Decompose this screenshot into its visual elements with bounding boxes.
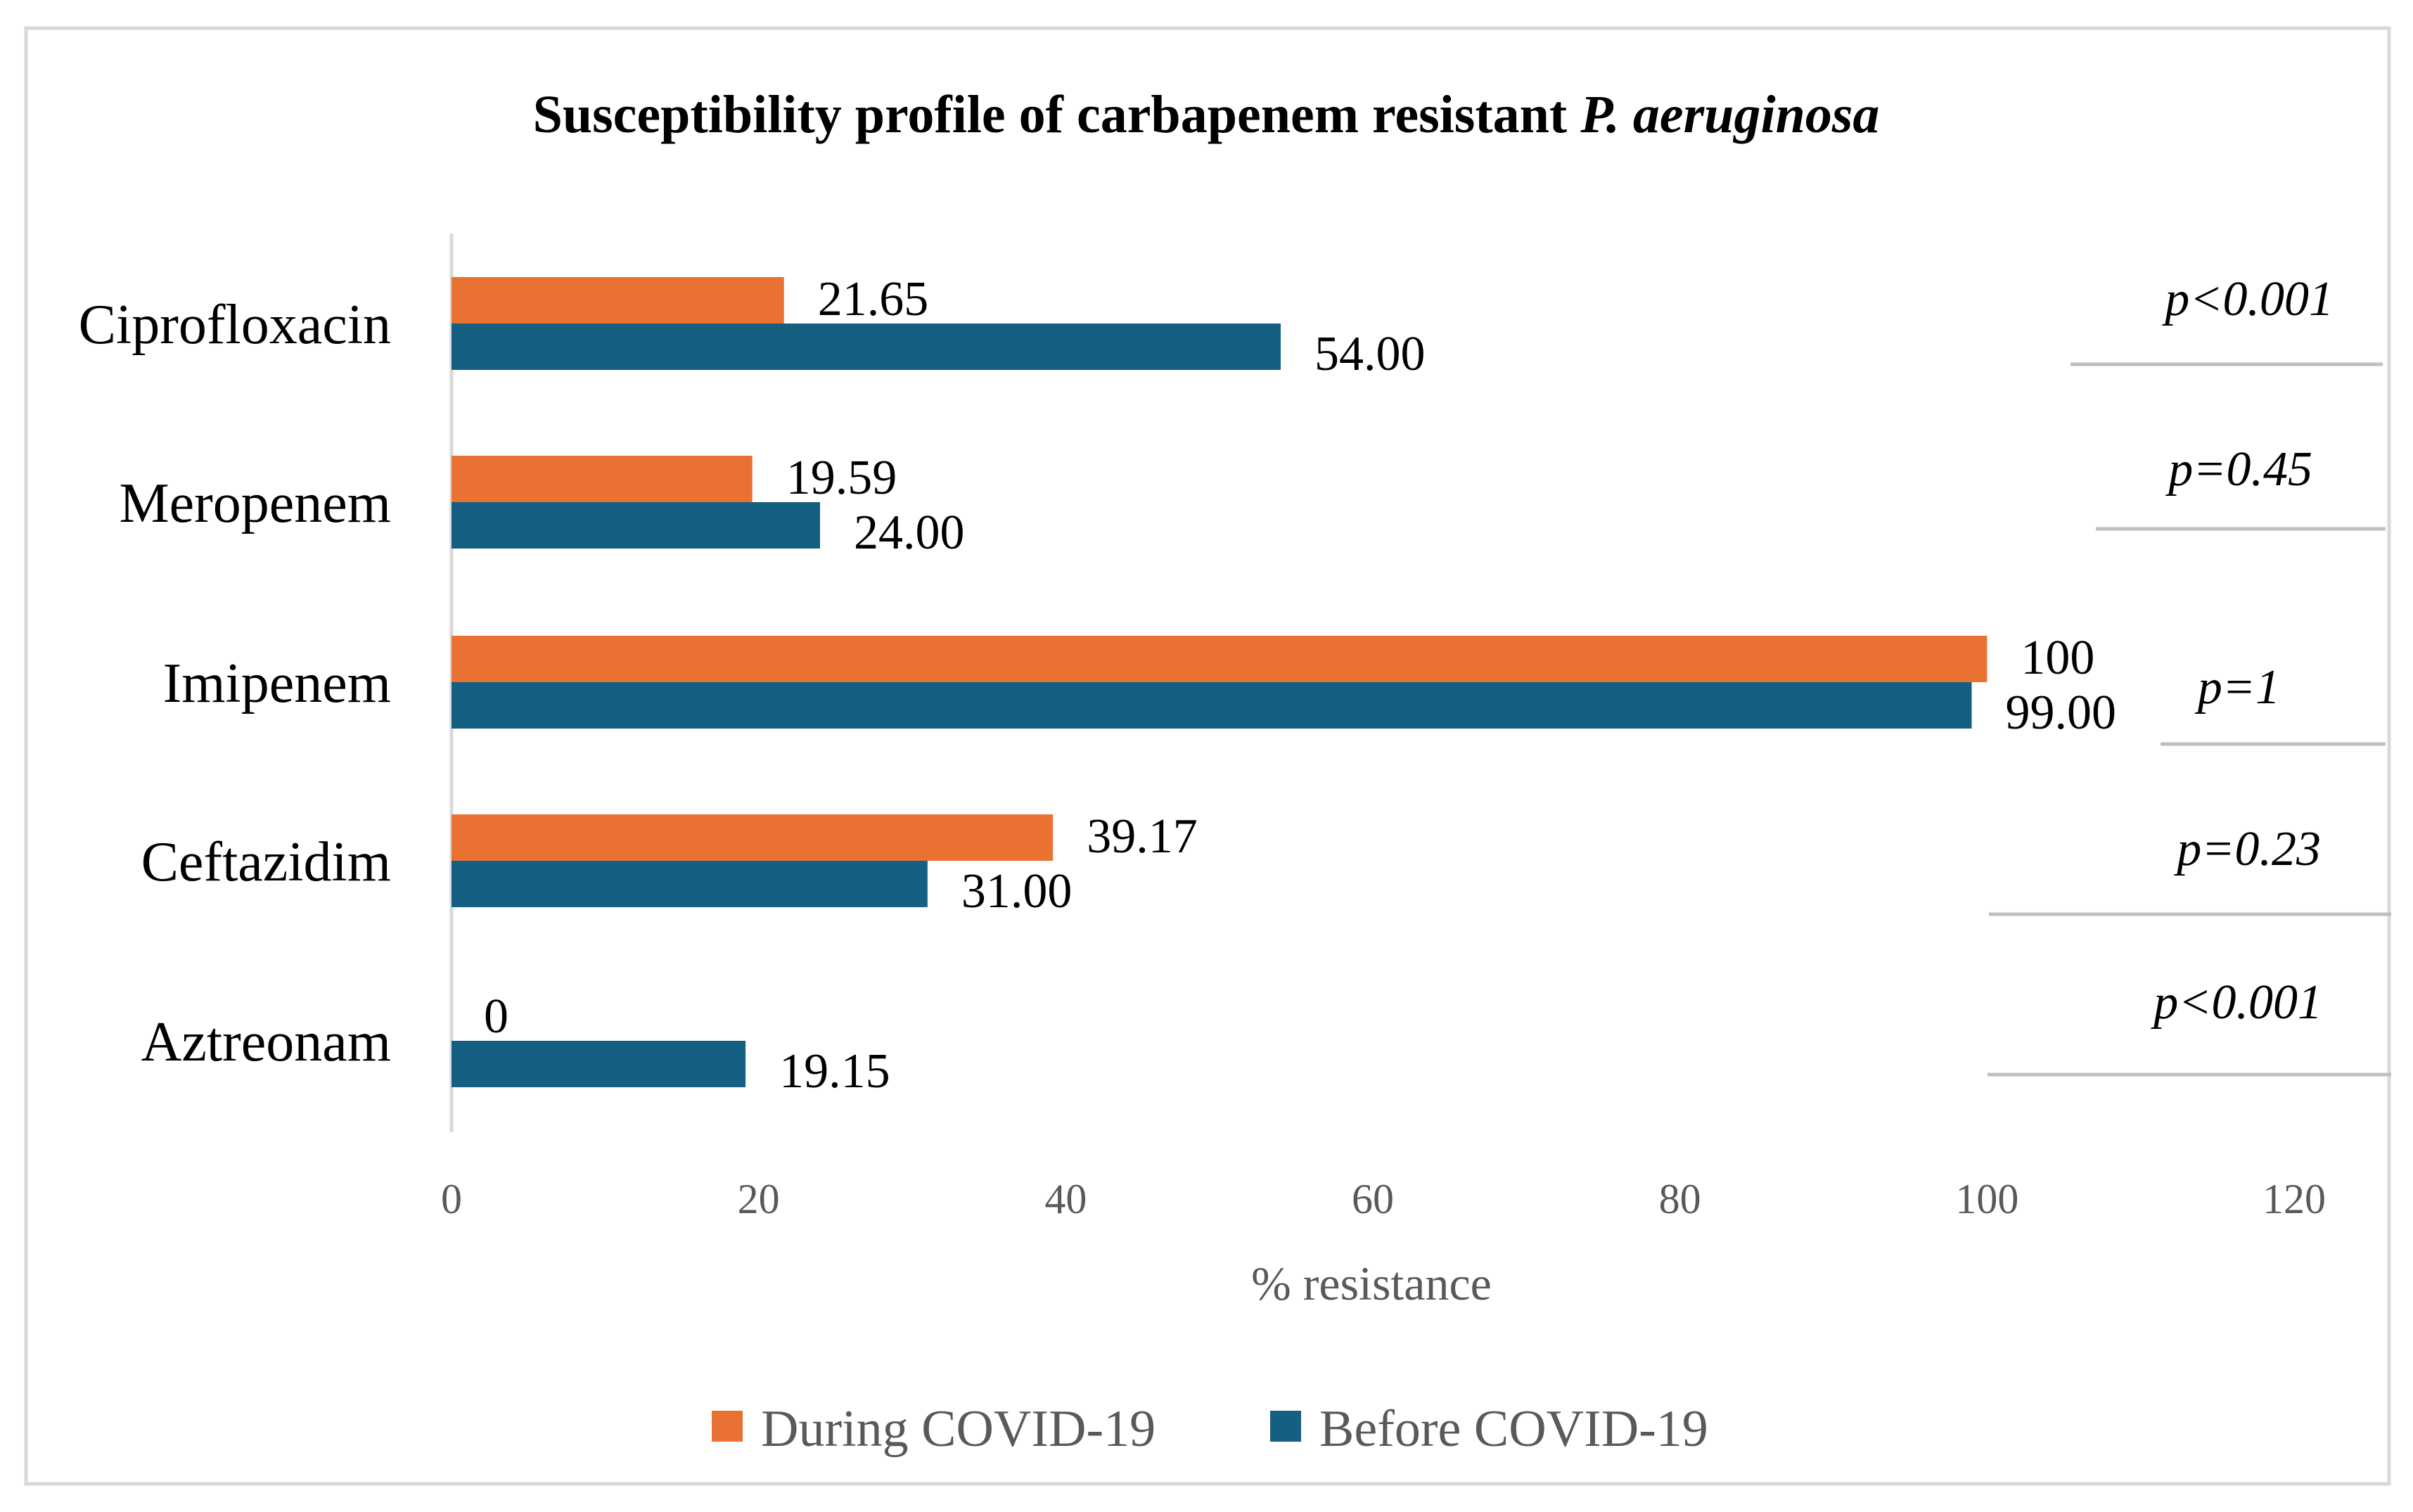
legend-label-during: During COVID-19: [761, 1400, 1156, 1458]
data-label-before-imipenem: 99.00: [2006, 686, 2117, 740]
x-tick-80: 80: [1659, 1176, 1701, 1222]
category-label-imipenem: Imipenem: [163, 653, 391, 715]
data-label-before-meropenem: 24.00: [854, 506, 965, 560]
bar-before-aztreonam: [452, 1041, 746, 1087]
x-tick-60: 60: [1352, 1176, 1394, 1222]
data-label-during-meropenem: 19.59: [786, 451, 897, 505]
p-value-annotations: p<0.001 p=0.45 p=1 p=0.23 p<0.001: [1988, 272, 2391, 1077]
data-label-during-ciprofloxacin: 21.65: [818, 272, 929, 326]
data-label-during-imipenem: 100: [2021, 631, 2094, 685]
legend-swatch-before: [1270, 1411, 1301, 1442]
chart-border: [24, 26, 2391, 1486]
legend-swatch-during: [712, 1411, 743, 1442]
bar-during-meropenem: [452, 456, 753, 502]
data-label-before-ceftazidim: 31.00: [961, 864, 1073, 918]
p-value-imipenem: p=1: [2194, 660, 2280, 715]
p-value-aztreonam: p<0.001: [2150, 975, 2322, 1030]
bar-during-ceftazidim: [452, 814, 1054, 861]
data-label-before-ciprofloxacin: 54.00: [1314, 327, 1426, 381]
x-axis-title: % resistance: [1251, 1257, 1492, 1310]
bar-during-ciprofloxacin: [452, 277, 784, 323]
p-value-ceftazidim: p=0.23: [2173, 822, 2321, 876]
x-tick-40: 40: [1044, 1176, 1087, 1222]
bars-group: [452, 277, 1988, 1087]
bar-before-ciprofloxacin: [452, 323, 1281, 370]
chart-title-main: Susceptibility profile of carbapenem res…: [533, 85, 1568, 144]
category-label-aztreonam: Aztreonam: [141, 1011, 391, 1073]
bar-before-ceftazidim: [452, 861, 928, 907]
category-label-ciprofloxacin: Ciprofloxacin: [79, 294, 391, 356]
data-label-during-aztreonam: 0: [484, 989, 508, 1044]
chart-title-italic: P. aeruginosa: [1580, 85, 1879, 144]
x-tick-20: 20: [738, 1176, 780, 1222]
p-value-ciprofloxacin: p<0.001: [2161, 272, 2334, 326]
data-label-before-aztreonam: 19.15: [779, 1044, 890, 1098]
legend-label-before: Before COVID-19: [1319, 1400, 1708, 1458]
category-labels: Ciprofloxacin Meropenem Imipenem Ceftazidim…: [79, 294, 391, 1073]
bar-before-imipenem: [452, 682, 1972, 729]
legend: During COVID-19 Before COVID-19: [712, 1400, 1708, 1458]
x-tick-120: 120: [2262, 1176, 2326, 1222]
p-value-meropenem: p=0.45: [2165, 442, 2312, 496]
data-label-during-ceftazidim: 39.17: [1087, 809, 1198, 864]
chart-title: Susceptibility profile of carbapenem res…: [533, 85, 1880, 144]
bar-before-meropenem: [452, 502, 820, 549]
bar-during-imipenem: [452, 636, 1988, 682]
category-label-ceftazidim: Ceftazidim: [141, 831, 391, 893]
category-label-meropenem: Meropenem: [119, 473, 391, 534]
x-tick-100: 100: [1955, 1176, 2018, 1222]
x-tick-0: 0: [441, 1176, 462, 1222]
x-axis-ticks: 0 20 40 60 80 100 120: [441, 1176, 2326, 1222]
